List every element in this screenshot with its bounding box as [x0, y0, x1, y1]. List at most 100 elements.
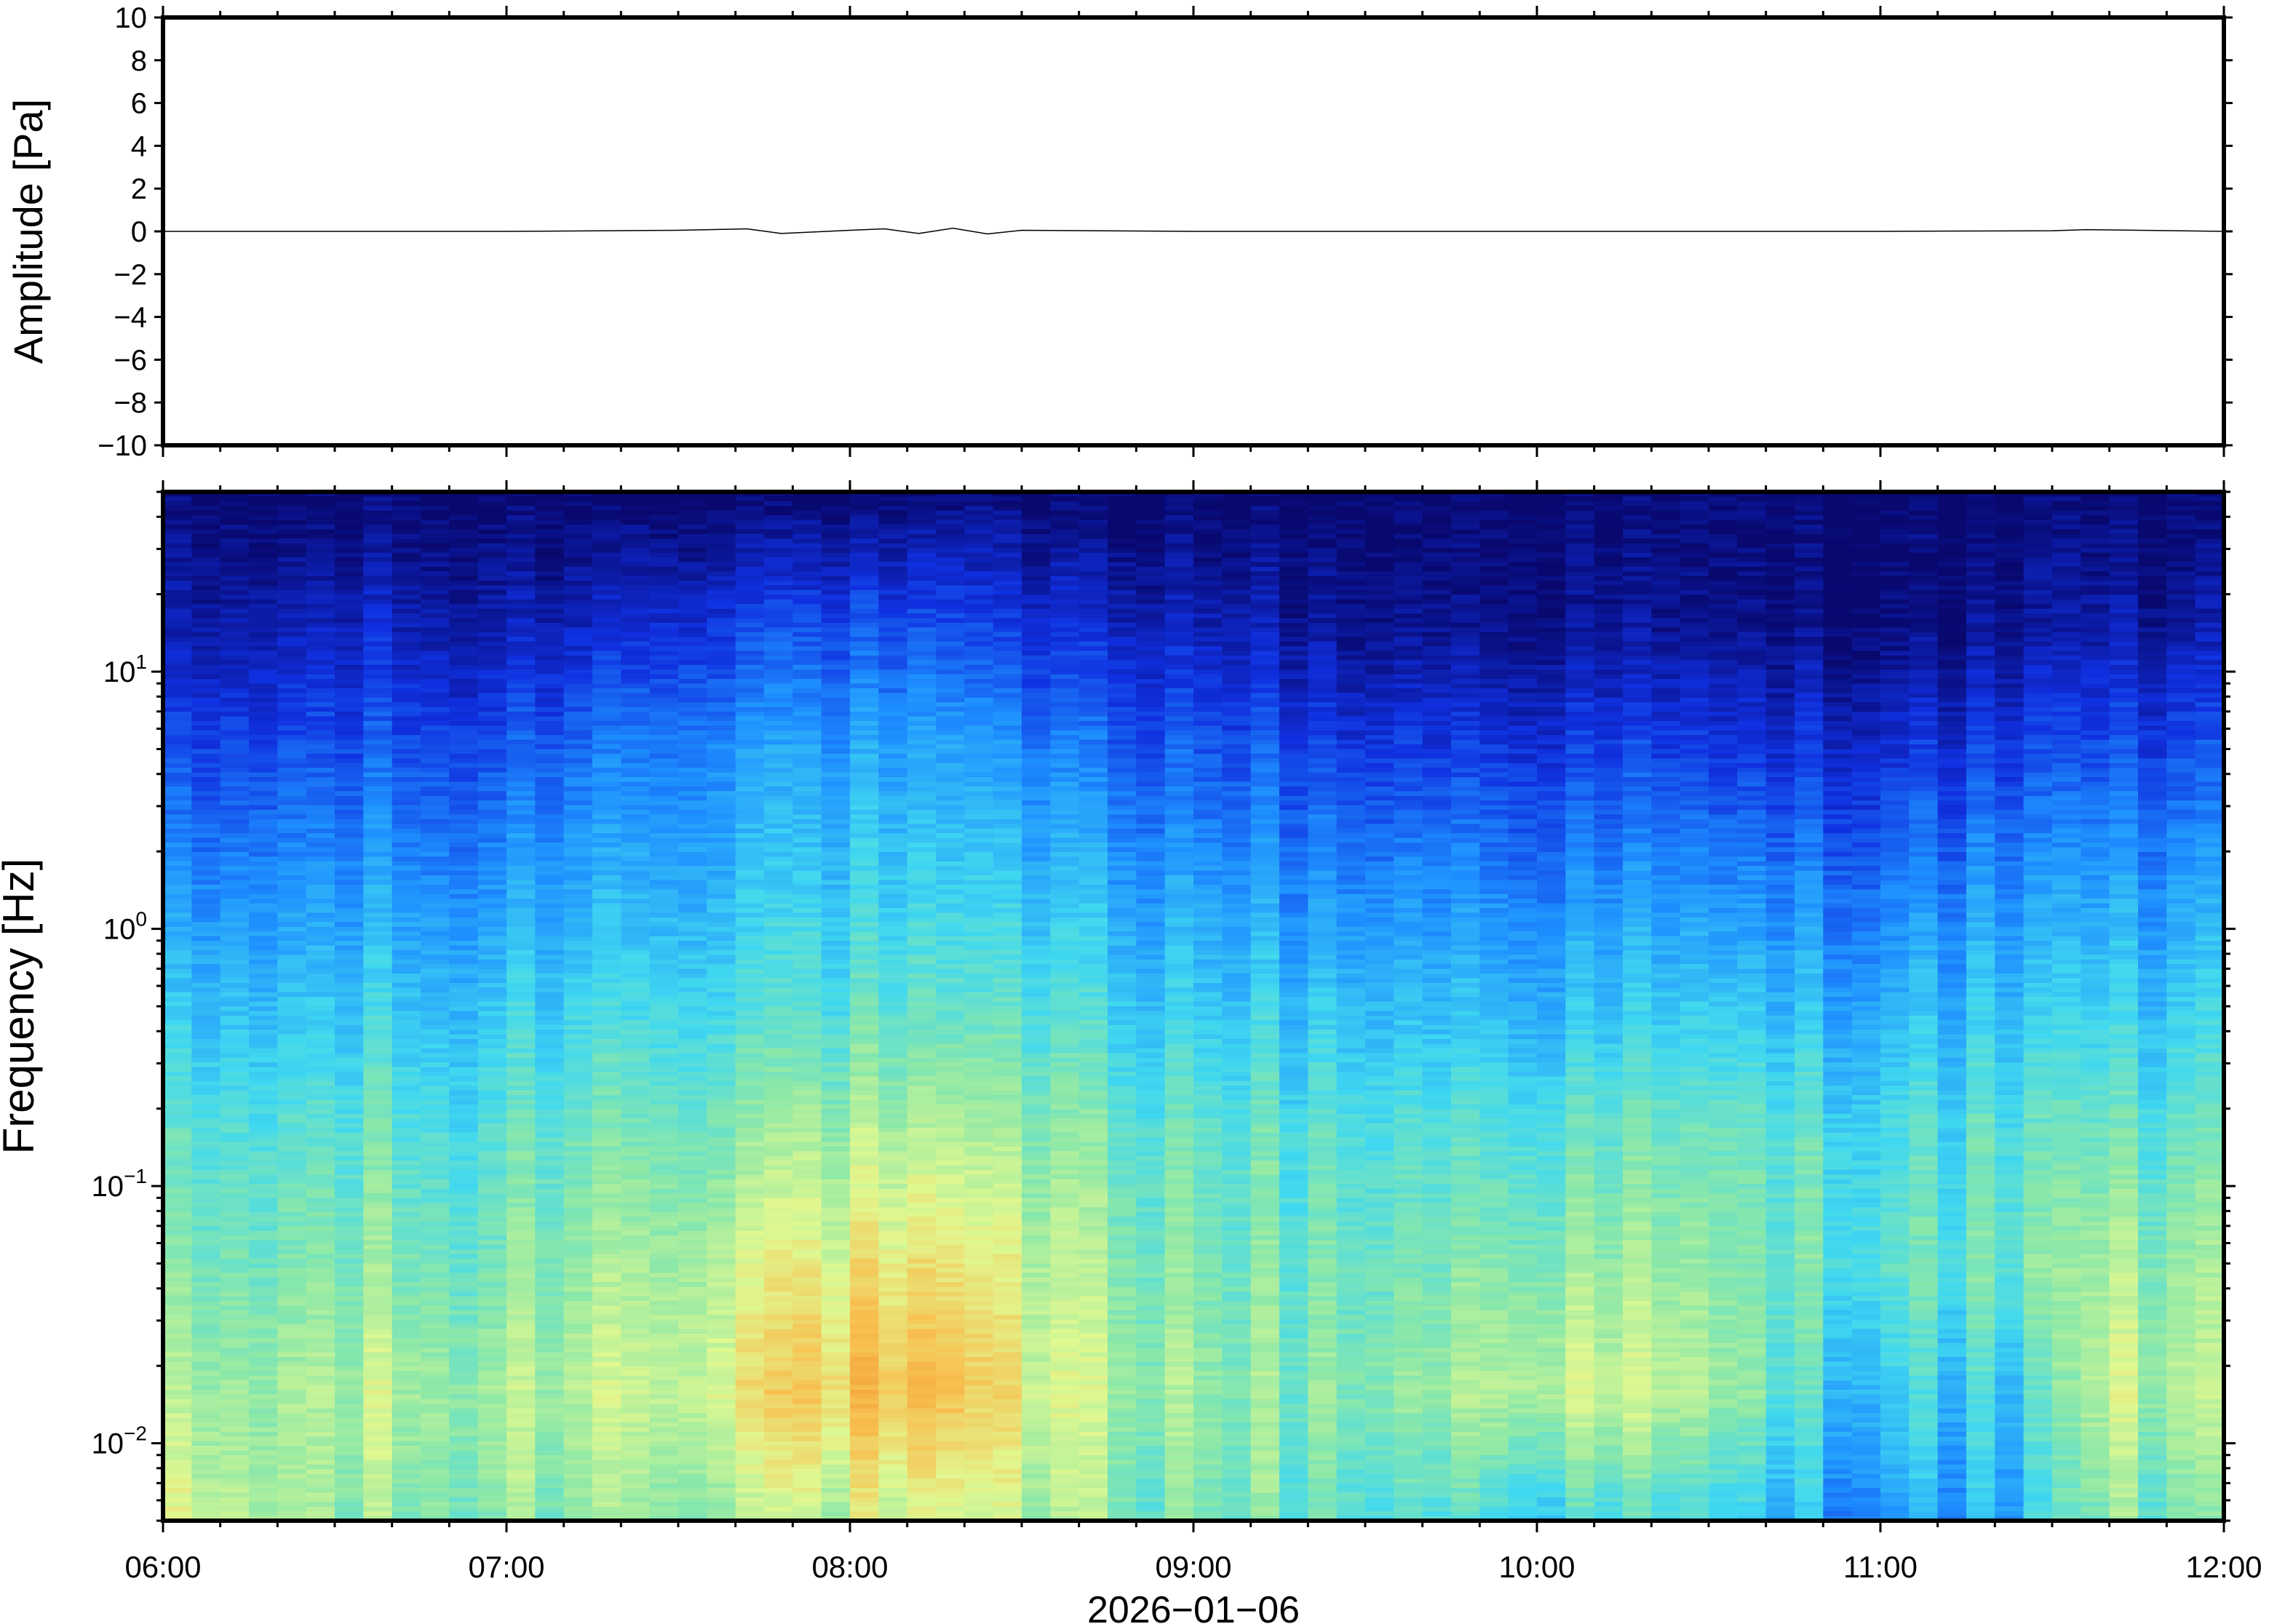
- spectrogram-cell: [363, 669, 393, 675]
- spectrogram-cell: [421, 1441, 450, 1446]
- spectrogram-cell: [335, 674, 365, 680]
- spectrogram-cell: [363, 524, 393, 530]
- spectrogram-cell: [621, 1030, 651, 1035]
- spectrogram-cell: [592, 1113, 622, 1120]
- spectrogram-cell: [707, 968, 736, 974]
- spectrogram-cell: [363, 510, 393, 516]
- spectrogram-cell: [277, 1324, 307, 1330]
- spectrogram-cell: [220, 1128, 250, 1134]
- spectrogram-cell: [191, 646, 221, 652]
- spectrogram-cell: [477, 1502, 507, 1508]
- spectrogram-cell: [477, 641, 507, 647]
- spectrogram-cell: [621, 660, 651, 666]
- spectrogram-cell: [621, 950, 651, 956]
- spectrogram-cell: [306, 725, 335, 731]
- spectrogram-cell: [163, 1464, 193, 1470]
- spectrogram-cell: [764, 1151, 794, 1157]
- spectrogram-cell: [735, 548, 765, 554]
- spectrogram-cell: [621, 1305, 651, 1311]
- spectrogram-cell: [220, 702, 250, 708]
- spectrogram-cell: [506, 660, 536, 666]
- spectrogram-cell: [592, 552, 622, 558]
- spectrogram-cell: [563, 1464, 593, 1470]
- spectrogram-cell: [535, 524, 565, 530]
- spectrogram-cell: [764, 1030, 794, 1035]
- spectrogram-cell: [621, 712, 651, 717]
- spectrogram-cell: [535, 982, 565, 989]
- spectrogram-cell: [477, 1053, 507, 1059]
- spectrogram-cell: [477, 1011, 507, 1016]
- spectrogram-cell: [277, 1473, 307, 1479]
- spectrogram-cell: [335, 1394, 365, 1400]
- spectrogram-cell: [563, 814, 593, 820]
- spectrogram-cell: [592, 720, 622, 727]
- spectrogram-cell: [449, 908, 479, 914]
- spectrogram-cell: [421, 1235, 450, 1241]
- spectrogram-cell: [649, 903, 679, 909]
- spectrogram-cell: [277, 604, 307, 610]
- spectrogram-cell: [163, 510, 193, 516]
- spectrogram-cell: [764, 781, 794, 787]
- spectrogram-cell: [421, 982, 450, 989]
- spectrogram-cell: [392, 1024, 421, 1030]
- spectrogram-cell: [563, 1132, 593, 1138]
- spectrogram-cell: [649, 510, 679, 516]
- spectrogram-cell: [563, 1413, 593, 1419]
- spectrogram-cell: [792, 538, 822, 544]
- spectrogram-cell: [449, 594, 479, 600]
- spectrogram-cell: [649, 772, 679, 778]
- spectrogram-cell: [191, 660, 221, 666]
- spectrogram-cell: [707, 1211, 736, 1218]
- spectrogram-cell: [335, 1413, 365, 1419]
- spectrogram-cell: [649, 1104, 679, 1110]
- spectrogram-cell: [363, 1067, 393, 1072]
- spectrogram-cell: [335, 1338, 365, 1344]
- spectrogram-cell: [535, 1404, 565, 1409]
- spectrogram-cell: [449, 1198, 479, 1203]
- spectrogram-cell: [220, 945, 250, 951]
- spectrogram-cell: [707, 1492, 736, 1498]
- spectrogram-cell: [792, 594, 822, 600]
- spectrogram-cell: [421, 899, 450, 904]
- spectrogram-cell: [506, 992, 536, 998]
- spectrogram-cell: [306, 1207, 335, 1213]
- spectrogram-cell: [477, 529, 507, 535]
- spectrogram-cell: [392, 931, 421, 937]
- spectrogram-cell: [678, 637, 708, 642]
- spectrogram-cell: [535, 1235, 565, 1241]
- spectrogram-cell: [249, 955, 279, 960]
- spectrogram-cell: [163, 1450, 193, 1456]
- spectrogram-cell: [220, 622, 250, 629]
- spectrogram-cell: [392, 786, 421, 792]
- spectrogram-cell: [363, 1142, 393, 1147]
- spectrogram-cell: [707, 931, 736, 937]
- spectrogram-cell: [363, 679, 393, 685]
- spectrogram-cell: [678, 599, 708, 605]
- spectrogram-cell: [392, 599, 421, 605]
- spectrogram-cell: [306, 1464, 335, 1470]
- spectrogram-cell: [707, 744, 736, 750]
- spectrogram-cell: [535, 795, 565, 801]
- spectrogram-cell: [649, 1259, 679, 1265]
- spectrogram-cell: [163, 1188, 193, 1194]
- spectrogram-cell: [477, 589, 507, 596]
- spectrogram-cell: [277, 1184, 307, 1190]
- spectrogram-cell: [191, 543, 221, 549]
- spectrogram-cell: [535, 1497, 565, 1503]
- spectrogram-cell: [191, 851, 221, 858]
- spectrogram-cell: [592, 1352, 622, 1358]
- spectrogram-cell: [306, 1516, 335, 1521]
- spectrogram-cell: [735, 693, 765, 698]
- spectrogram-cell: [421, 851, 450, 858]
- spectrogram-cell: [392, 945, 421, 951]
- spectrogram-cell: [335, 997, 365, 1003]
- spectrogram-cell: [392, 1352, 421, 1358]
- spectrogram-cell: [392, 622, 421, 629]
- spectrogram-cell: [335, 622, 365, 629]
- spectrogram-cell: [563, 552, 593, 558]
- spectrogram-cell: [764, 1235, 794, 1241]
- spectrogram-cell: [649, 520, 679, 525]
- spectrogram-cell: [477, 1024, 507, 1030]
- spectrogram-cell: [506, 1011, 536, 1016]
- spectrogram-cell: [163, 1057, 193, 1063]
